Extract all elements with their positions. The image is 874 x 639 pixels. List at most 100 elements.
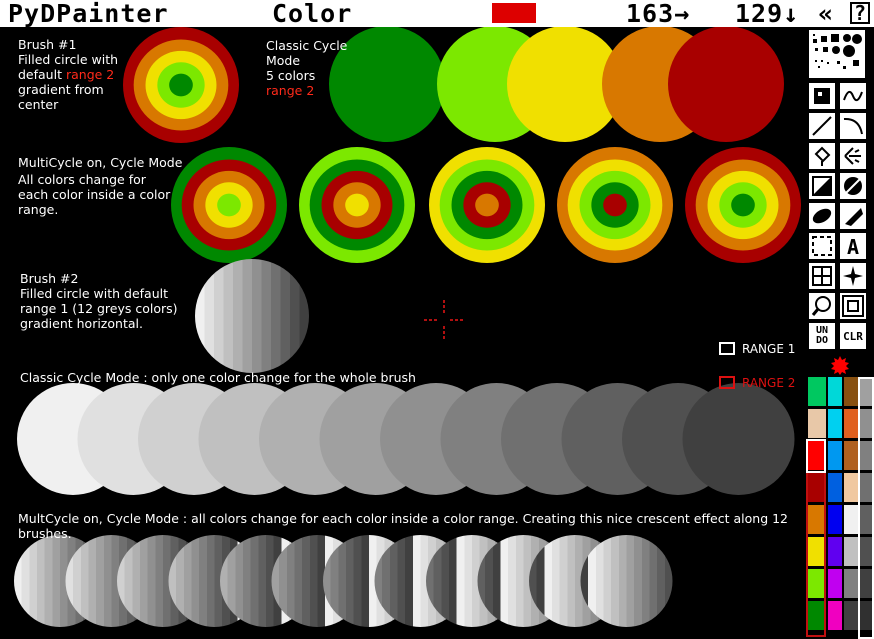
grey-classic-circle (682, 383, 795, 495)
line-tool[interactable] (808, 112, 836, 140)
magnify-tool[interactable] (808, 292, 836, 320)
rectangle-icon (812, 176, 832, 196)
zoom-tool[interactable] (839, 292, 867, 320)
zoom-icon (842, 295, 864, 317)
circle-icon (844, 177, 862, 195)
palette-swatch[interactable] (844, 601, 858, 630)
classic-cycle-note: Classic Cycle Mode 5 colors range 2 (266, 38, 348, 98)
clear-button[interactable]: CLR (839, 322, 867, 350)
palette-swatch[interactable] (828, 537, 842, 566)
grid-icon (812, 266, 832, 286)
curve-tool[interactable] (839, 82, 867, 110)
brush1-note: Brush #1 Filled circle with default rang… (18, 37, 118, 112)
palette-swatch[interactable] (860, 377, 874, 406)
multicycle-brush-ring (217, 193, 241, 217)
palette-swatch[interactable] (828, 569, 842, 598)
note-line: default range 2 (18, 67, 115, 82)
palette-swatch[interactable] (844, 473, 858, 502)
polygon-tool[interactable] (839, 202, 867, 230)
text-tool[interactable]: A (839, 232, 867, 260)
palette-swatch[interactable] (844, 569, 858, 598)
palette-swatch[interactable] (808, 377, 826, 406)
dotted-brush-tool[interactable] (808, 29, 866, 79)
freehand-icon (814, 88, 830, 104)
artwork (14, 27, 801, 627)
palette-swatch[interactable] (860, 569, 874, 598)
airbrush-tool[interactable] (839, 142, 867, 170)
curve-icon (843, 90, 863, 102)
freehand-tool[interactable] (808, 82, 836, 110)
brush-select-icon (812, 236, 832, 256)
line-icon (812, 116, 832, 136)
palette-swatch[interactable] (808, 505, 826, 534)
palette-swatch[interactable] (828, 377, 842, 406)
symmetry-tool[interactable] (839, 262, 867, 290)
palette-swatch[interactable] (844, 377, 858, 406)
symmetry-icon (843, 266, 863, 286)
help-button[interactable]: ? (850, 2, 870, 24)
airbrush-icon (844, 147, 861, 165)
multicycle-note-2: MultCycle on, Cycle Mode : all colors ch… (18, 511, 789, 541)
palette-swatch[interactable] (860, 505, 874, 534)
grid-tool[interactable] (808, 262, 836, 290)
palette-swatch[interactable] (860, 537, 874, 566)
toolbox: A UN DO CLR (806, 27, 874, 639)
drawing-canvas[interactable]: Brush #1 Filled circle with default rang… (0, 27, 806, 639)
undo-label: UN DO (815, 325, 829, 346)
text-icon: A (847, 235, 859, 258)
note-line: center (18, 97, 59, 112)
range1-label: RANGE 1 (742, 342, 796, 356)
range1-box (719, 342, 735, 355)
note-line: gradient from (18, 82, 104, 97)
brush-sizes-icon (813, 34, 862, 69)
clear-label: CLR (843, 329, 863, 343)
palette-swatch[interactable] (808, 537, 826, 566)
palette-swatch[interactable] (828, 441, 842, 470)
palette-swatch[interactable] (828, 473, 842, 502)
toolbar-toggle-icon[interactable]: « (818, 0, 835, 28)
classic-cycle-note-2: Classic Cycle Mode : only one color chan… (20, 370, 416, 385)
palette-swatch[interactable] (844, 505, 858, 534)
title-bar: PyDPainter Color 163→ 129↓ « ? (0, 0, 874, 27)
palette-swatch[interactable] (808, 441, 826, 470)
palette-swatch[interactable] (828, 409, 842, 438)
multicycle-brush-ring (475, 193, 499, 217)
palette-swatch[interactable] (808, 473, 826, 502)
note-line: Filled circle with (18, 52, 119, 67)
fill-tool[interactable] (808, 142, 836, 170)
palette-swatch[interactable] (860, 441, 874, 470)
current-color-swatch[interactable] (492, 3, 536, 23)
palette-swatch[interactable] (860, 409, 874, 438)
note-title: Brush #1 (18, 37, 77, 52)
palette-swatch[interactable] (828, 601, 842, 630)
undo-button[interactable]: UN DO (808, 322, 836, 350)
multicycle-brush-ring (731, 193, 755, 217)
brush-select-tool[interactable] (808, 232, 836, 260)
app-title: PyDPainter (8, 0, 169, 28)
ellipse-icon (812, 208, 832, 224)
magnify-icon (811, 296, 831, 316)
brush2-note: Brush #2 Filled circle with default rang… (20, 271, 178, 331)
palette-swatch[interactable] (844, 409, 858, 438)
palette-swatch[interactable] (844, 537, 858, 566)
classic-brush-circle (329, 27, 445, 142)
palette (806, 377, 874, 639)
range2-highlight (806, 471, 826, 637)
selected-color-highlight (806, 439, 826, 473)
brush2-sphere (195, 259, 309, 373)
palette-swatch[interactable] (808, 569, 826, 598)
palette-swatch[interactable] (808, 601, 826, 630)
palette-swatch[interactable] (860, 601, 874, 630)
color-menu[interactable]: Color (272, 0, 353, 28)
arc-tool[interactable] (839, 112, 867, 140)
ellipse-tool[interactable] (808, 202, 836, 230)
palette-swatch[interactable] (844, 441, 858, 470)
circle-tool[interactable] (839, 172, 867, 200)
palette-swatch[interactable] (828, 505, 842, 534)
classic-brush-circle (668, 27, 784, 142)
arc-icon (843, 117, 863, 135)
rectangle-tool[interactable] (808, 172, 836, 200)
svg-text:A: A (847, 235, 859, 258)
palette-swatch[interactable] (808, 409, 826, 438)
palette-swatch[interactable] (860, 473, 874, 502)
